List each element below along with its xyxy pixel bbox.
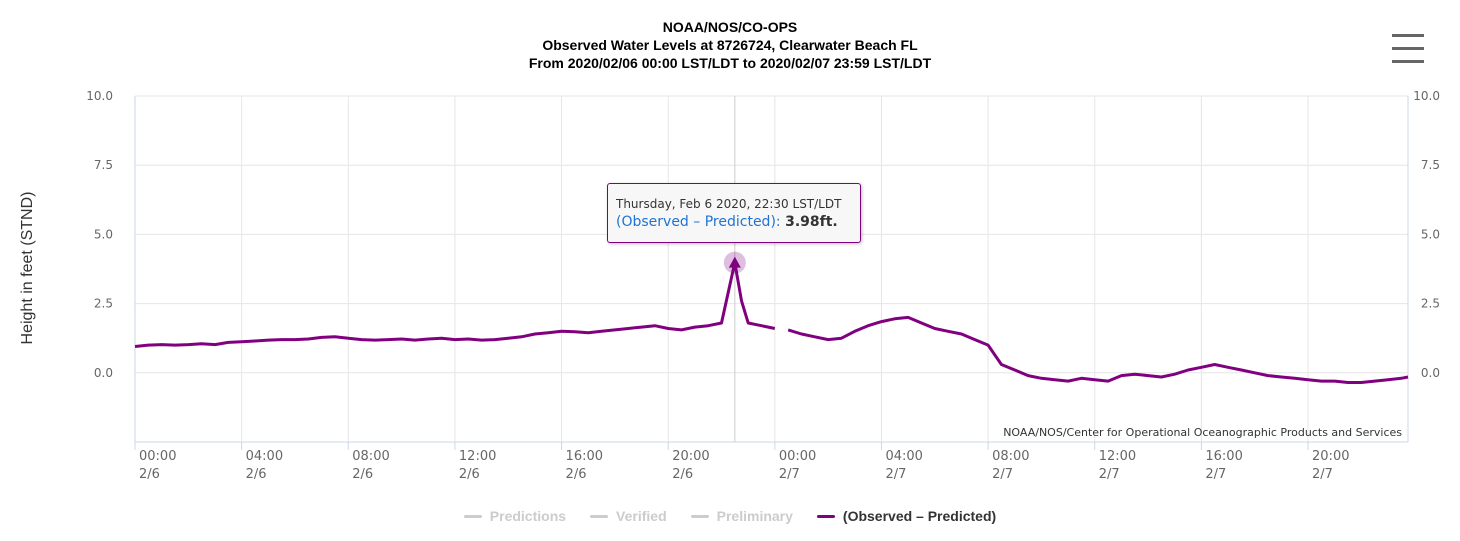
x-tick-label-time: 16:00: [566, 449, 603, 464]
y-tick-label-right: 0.0: [1421, 366, 1440, 380]
x-tick-label-time: 00:00: [779, 449, 816, 464]
hover-tooltip: Thursday, Feb 6 2020, 22:30 LST/LDT (Obs…: [607, 183, 861, 243]
y-tick-label-right: 5.0: [1421, 227, 1440, 241]
x-tick-label-date: 2/7: [779, 467, 800, 482]
legend-swatch-verified: [590, 514, 609, 518]
series-line-observed-minus-predicted: [787, 315, 1409, 384]
chart-credit: NOAA/NOS/Center for Operational Oceanogr…: [1003, 426, 1402, 439]
legend-item-predictions[interactable]: Predictions: [463, 508, 567, 524]
legend-label-predictions: Predictions: [489, 508, 567, 524]
y-tick-label-left: 5.0: [94, 227, 113, 241]
x-tick-label-date: 2/6: [459, 467, 480, 482]
chart-title-block: NOAA/NOS/CO-OPS Observed Water Levels at…: [0, 18, 1460, 72]
x-tick-label-date: 2/7: [1205, 467, 1226, 482]
y-tick-label-left: 0.0: [94, 366, 113, 380]
y-tick-label-right: 7.5: [1421, 158, 1440, 172]
chart-title: NOAA/NOS/CO-OPS: [662, 19, 798, 35]
tooltip-value: 3.98ft.: [785, 214, 838, 230]
highlight-point-marker: [728, 256, 741, 268]
tooltip-row: (Observed – Predicted): 3.98ft.: [616, 212, 852, 232]
x-tick-label-date: 2/6: [139, 467, 160, 482]
x-tick-label-date: 2/6: [352, 467, 373, 482]
y-tick-label-right: 10.0: [1413, 89, 1440, 103]
legend-label-verified: Verified: [616, 508, 667, 524]
tooltip-date: Thursday, Feb 6 2020, 22:30 LST/LDT: [616, 197, 842, 211]
legend-item-observed-minus-predicted[interactable]: (Observed – Predicted): [816, 508, 997, 524]
x-tick-label-date: 2/7: [992, 467, 1013, 482]
series-line-observed-minus-predicted: [134, 261, 776, 348]
x-tick-label-date: 2/7: [1099, 467, 1120, 482]
x-tick-label-date: 2/7: [885, 467, 906, 482]
legend-swatch-preliminary: [690, 514, 709, 518]
chart-legend: Predictions Verified Preliminary (Observ…: [0, 508, 1460, 524]
legend-label-preliminary: Preliminary: [716, 508, 793, 524]
x-tick-label-date: 2/6: [246, 467, 267, 482]
x-tick-label-time: 20:00: [1312, 449, 1349, 464]
x-tick-label-date: 2/6: [672, 467, 693, 482]
y-tick-label-left: 2.5: [94, 297, 113, 311]
legend-swatch-predictions: [463, 514, 482, 518]
y-tick-label-left: 10.0: [86, 89, 113, 103]
y-tick-label-left: 7.5: [94, 158, 113, 172]
x-tick-label-date: 2/6: [566, 467, 587, 482]
legend-label-observed-minus-predicted: (Observed – Predicted): [842, 508, 997, 524]
chart-subtitle-range: From 2020/02/06 00:00 LST/LDT to 2020/02…: [528, 55, 932, 71]
x-tick-label-date: 2/7: [1312, 467, 1333, 482]
hamburger-menu-icon[interactable]: [1386, 32, 1430, 66]
x-tick-label-time: 20:00: [672, 449, 709, 464]
legend-item-preliminary[interactable]: Preliminary: [690, 508, 793, 524]
x-tick-label-time: 12:00: [459, 449, 496, 464]
chart-subtitle-station: Observed Water Levels at 8726724, Clearw…: [542, 37, 918, 53]
legend-swatch-observed-minus-predicted: [816, 514, 835, 518]
x-tick-label-time: 12:00: [1099, 449, 1136, 464]
tooltip-series-name: (Observed – Predicted):: [616, 214, 781, 230]
x-tick-label-time: 00:00: [139, 449, 176, 464]
x-tick-label-time: 08:00: [992, 449, 1029, 464]
x-tick-label-time: 04:00: [885, 449, 922, 464]
x-tick-label-time: 16:00: [1205, 449, 1242, 464]
x-tick-label-time: 08:00: [352, 449, 389, 464]
y-tick-label-right: 2.5: [1421, 297, 1440, 311]
x-tick-label-time: 04:00: [246, 449, 283, 464]
legend-item-verified[interactable]: Verified: [590, 508, 667, 524]
